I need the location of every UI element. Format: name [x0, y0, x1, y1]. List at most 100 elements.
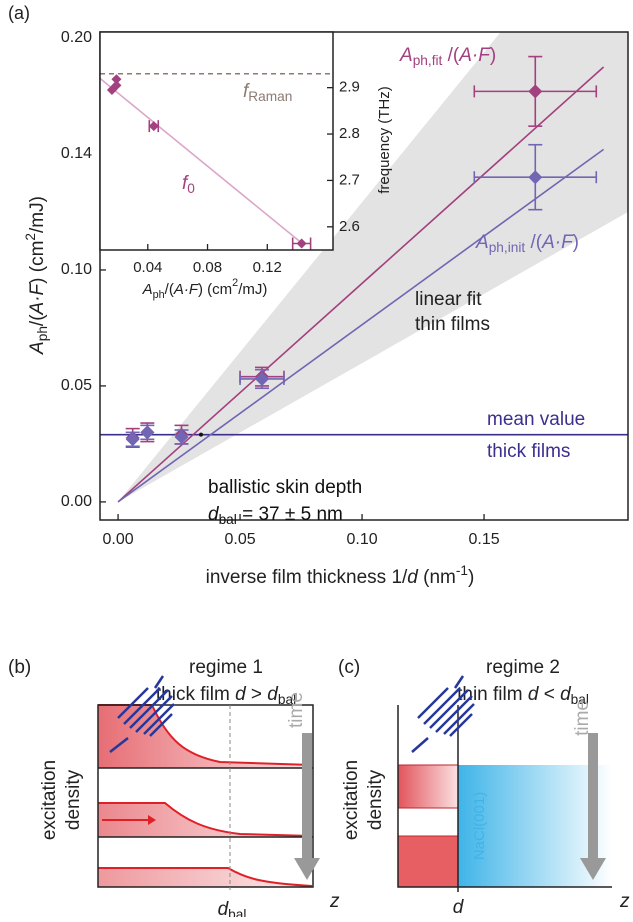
text-part: d	[528, 684, 540, 705]
fit-line	[117, 148, 605, 503]
text-part: thin films	[415, 314, 490, 335]
data-point	[111, 80, 122, 91]
text-part: ) (cm	[198, 281, 232, 298]
pulse	[411, 675, 475, 753]
y-tick-label: 0.14	[61, 145, 92, 162]
text-part: d	[560, 684, 572, 705]
annotation: thin films	[415, 314, 490, 335]
text-part: A	[142, 281, 153, 298]
data-point	[296, 238, 307, 249]
chart: 0.04 0.08 0.12 2.6 2.7 2.8 2.9 Aph/(A·F) (cm2/m…	[99, 31, 393, 301]
y-label: excitation	[39, 760, 60, 840]
text-part: )	[468, 567, 474, 588]
text-part: thick film	[156, 684, 235, 705]
text-part: inverse film thickness 1/	[206, 567, 408, 588]
text-part: A·F	[173, 281, 199, 298]
text-part: frequency (THz)	[376, 86, 393, 194]
data-point	[125, 432, 140, 447]
marker-label: d	[453, 897, 465, 917]
annotation: mean value	[487, 409, 585, 430]
text-part: >	[246, 684, 268, 705]
x-tick-label: 0.12	[253, 259, 282, 276]
annotation: ballistic skin depth	[208, 477, 362, 498]
time-label: time	[286, 692, 307, 728]
plot-clip	[100, 72, 333, 244]
text-part: ph	[153, 289, 165, 301]
text-part: z	[329, 891, 340, 912]
density-curve	[98, 867, 313, 887]
time-label: time	[572, 700, 593, 736]
chart: Aph,fit /(A·F)Aph,init /(A·F)0.00 0.05 0.1…	[23, 29, 629, 588]
y-label: density	[365, 769, 386, 830]
x-tick-label: 0.10	[346, 531, 377, 548]
text-part: bal	[219, 512, 237, 527]
text-part: d	[267, 684, 279, 705]
plot-area	[100, 32, 333, 250]
text-part: ph,init	[489, 240, 526, 255]
fit-line	[117, 66, 605, 503]
diagram-subtitle: thick film d > dbal	[156, 684, 296, 707]
panel-label: (c)	[338, 657, 360, 678]
annotation: linear fit	[415, 289, 482, 310]
frame	[99, 31, 629, 521]
panel-label: (b)	[8, 657, 31, 678]
diagram-b: (b) regime 1 thick film d > dbal excitat…	[8, 657, 340, 922]
density-profile	[98, 803, 312, 837]
text-part: d	[453, 897, 465, 917]
x-axis-label: inverse film thickness 1/d (nm-1)	[206, 563, 475, 588]
text-part: d	[208, 504, 220, 525]
time-arrow-head	[294, 858, 320, 880]
y-tick-label: 2.8	[339, 125, 360, 142]
text-part: bal	[228, 907, 246, 917]
text-part: z	[619, 891, 630, 912]
frame	[97, 704, 314, 888]
x-axis-label: Aph/(A·F) (cm2/mJ)	[142, 277, 268, 301]
y-tick-label: 2.9	[339, 79, 360, 96]
annotation: dbal = 37 ± 5 nm	[208, 504, 343, 527]
panel-label: (a)	[8, 3, 30, 23]
text-part: f	[243, 81, 250, 102]
text-part: A	[27, 341, 48, 355]
fit-line	[100, 77, 303, 244]
y-tick-label: 0.05	[61, 377, 92, 394]
marker-label: dbal	[218, 899, 247, 917]
text-part: /(	[442, 45, 460, 66]
text-part: mean value	[487, 409, 585, 430]
data-point	[255, 371, 270, 386]
annotation: fRaman	[243, 81, 292, 104]
pulse	[109, 675, 175, 753]
y-label: excitation	[341, 760, 362, 840]
substrate-label: NaCl(001)	[471, 792, 488, 860]
text-part: A	[399, 45, 413, 66]
y-tick-label: 0.20	[61, 29, 92, 46]
text-part: /(	[165, 281, 174, 298]
plot-clip	[100, 32, 628, 503]
text-part: )	[490, 45, 496, 66]
diagram-title: regime 1	[189, 657, 263, 678]
film-density	[397, 835, 459, 888]
text-part: ) (cm	[27, 241, 48, 284]
text-part: 2	[232, 277, 238, 289]
film-density	[397, 764, 459, 809]
x-tick-label: 0.15	[468, 531, 499, 548]
text-part: thick films	[487, 441, 570, 462]
y-label: density	[63, 769, 84, 830]
x-tick-label: 0.04	[133, 259, 162, 276]
y-axis-label: frequency (THz)	[376, 86, 393, 194]
text-part: -1	[456, 563, 468, 578]
text-part: = 37 ± 5 nm	[237, 504, 343, 525]
legend-label: Aph,fit /(A·F)	[399, 45, 496, 68]
time-arrow-head	[580, 858, 606, 880]
text-part: ballistic skin depth	[208, 477, 362, 498]
text-part: ph,fit	[413, 53, 443, 68]
text-part: <	[538, 684, 560, 705]
text-part: d	[407, 567, 419, 588]
text-part: A	[475, 232, 489, 253]
y-axis-label: Aph/(A·F) (cm2/mJ)	[23, 196, 50, 355]
axes	[397, 705, 612, 888]
data-point	[148, 121, 159, 132]
density-profile	[98, 705, 312, 768]
text-part: linear fit	[415, 289, 482, 310]
y-tick-label: 0.00	[61, 493, 92, 510]
